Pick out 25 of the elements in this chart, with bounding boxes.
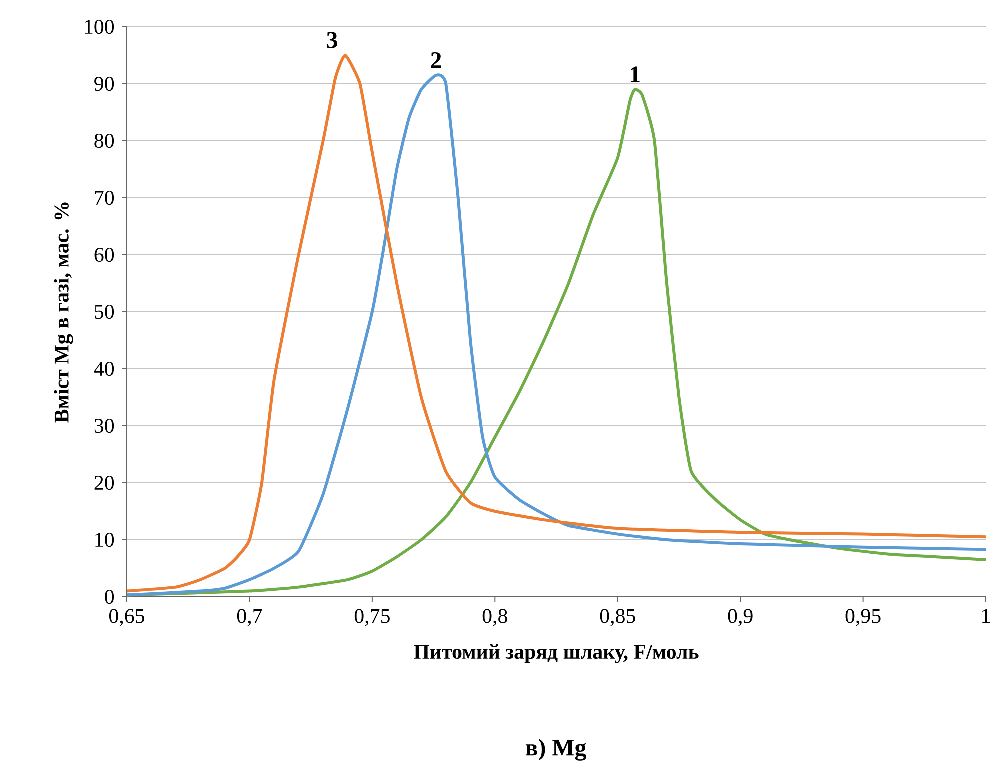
x-tick-label: 0,9 <box>728 609 753 626</box>
x-axis-title: Питомий заряд шлаку, F/моль <box>414 644 699 664</box>
x-tick-label: 0,8 <box>482 609 508 626</box>
y-tick-label: 0 <box>105 590 114 604</box>
y-tick-label: 20 <box>94 476 114 490</box>
y-tick-label: 70 <box>95 190 114 206</box>
y-tick-label: 10 <box>96 532 114 548</box>
x-tick-label: 0,75 <box>354 609 390 626</box>
y-tick-label: 90 <box>94 76 114 92</box>
x-tick-label: 0,85 <box>600 609 636 626</box>
y-tick-label: 30 <box>94 418 114 434</box>
x-tick-label: 0,95 <box>846 609 881 626</box>
series-label: 1 <box>630 66 640 83</box>
x-tick-label: 1 <box>982 609 990 623</box>
x-tick-label: 0,65 <box>109 609 144 626</box>
y-tick-label: 80 <box>94 134 114 148</box>
y-axis-title: Вміст Mg в газі, мас. % <box>54 202 74 423</box>
text: в) Mg <box>526 739 586 761</box>
series-label: 2 <box>431 52 442 68</box>
x-tick-label: 0,7 <box>237 609 262 626</box>
series-label: 3 <box>327 32 338 48</box>
y-tick-label: 50 <box>95 304 114 320</box>
y-tick-label: 100 <box>85 20 114 34</box>
y-tick-label: 60 <box>94 248 114 262</box>
y-tick-label: 40 <box>94 362 114 376</box>
